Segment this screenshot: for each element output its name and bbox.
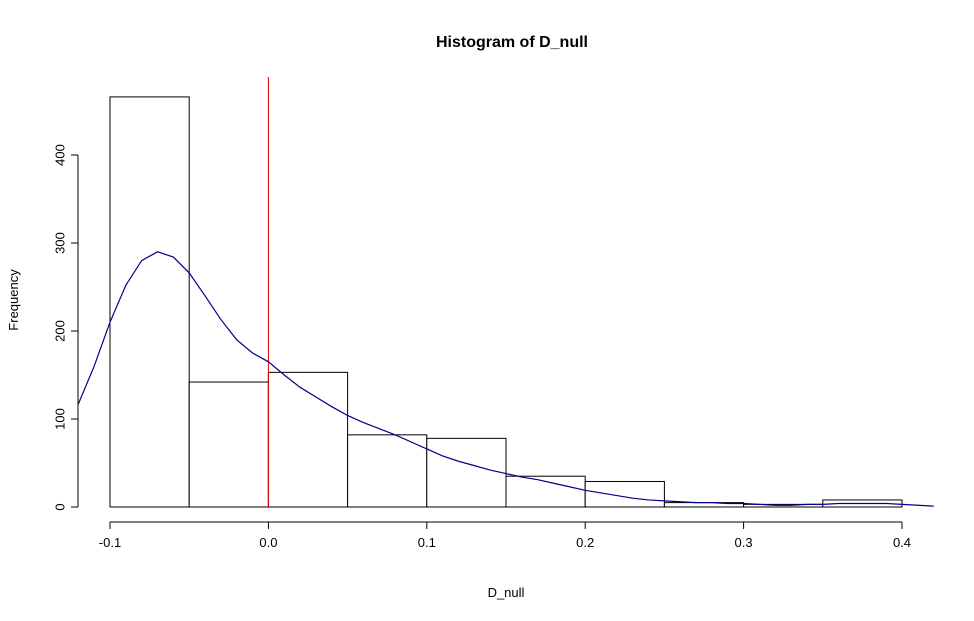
x-axis: -0.1 0.0 0.1 0.2 0.3 0.4 [99, 521, 911, 550]
y-tick-label: 0 [52, 503, 67, 510]
x-axis-label: D_null [488, 585, 525, 600]
histogram-bar-3 [347, 434, 428, 508]
histogram-bar-1 [188, 381, 269, 508]
y-tick-label: 200 [52, 320, 67, 342]
histogram-bar-2 [267, 371, 349, 508]
histogram-bar-4 [426, 437, 507, 508]
density-curve [78, 251, 934, 507]
x-tick-label: -0.1 [99, 535, 121, 550]
chart-title: Histogram of D_null [436, 34, 588, 51]
density-curve-group [78, 251, 934, 507]
y-tick-label: 100 [52, 408, 67, 430]
histogram-bar-0 [109, 96, 190, 508]
x-tick-label: 0.2 [576, 535, 594, 550]
x-tick-label: 0.3 [735, 535, 753, 550]
y-axis-label: Frequency [6, 269, 21, 331]
histogram-bars [109, 96, 903, 508]
x-tick-label: 0.1 [418, 535, 436, 550]
y-tick-label: 400 [52, 144, 67, 166]
y-axis: 0 100 200 300 400 [52, 144, 79, 511]
histogram-bar-5 [505, 475, 586, 508]
x-tick-label: 0.0 [259, 535, 277, 550]
histogram-bar-6 [584, 480, 665, 508]
y-tick-label: 300 [52, 232, 67, 254]
x-tick-label: 0.4 [893, 535, 911, 550]
